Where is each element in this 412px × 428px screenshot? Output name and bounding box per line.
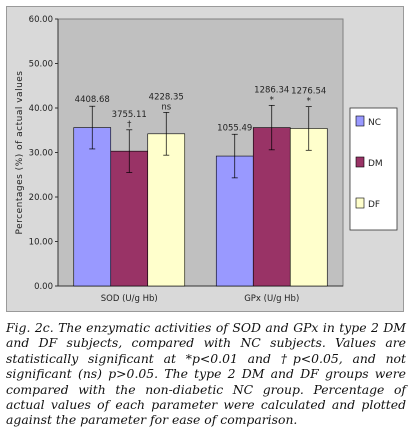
y-tick-label: 40.00 [29,104,53,114]
data-label: 3755.11 [112,110,147,120]
figure: 0.00 10.00 20.00 30.00 40.00 50.00 60.00 Percen… [6,6,406,427]
legend-swatch-dm [355,156,365,168]
data-label: 4228.35 [149,92,184,102]
x-category-label: GPx (U/g Hb) [244,294,299,304]
significance-mark: * [307,97,311,107]
chart-frame: 0.00 10.00 20.00 30.00 40.00 50.00 60.00 Percen… [6,6,404,312]
figure-caption: Fig. 2c. The enzymatic activities of SOD… [6,320,406,428]
significance-mark: † [127,120,132,130]
bar-chart: 0.00 10.00 20.00 30.00 40.00 50.00 60.00 Percen… [15,15,398,304]
legend-label-nc: NC [368,118,381,128]
bar-dm [252,127,291,287]
legend-swatch-nc [355,115,365,127]
y-tick-label: 50.00 [29,60,53,70]
legend-label-dm: DM [368,159,383,169]
significance-mark: ns [161,102,171,112]
bar-df [147,133,186,287]
data-label: 1286.34 [254,85,289,95]
y-tick-label: 30.00 [29,149,53,159]
data-label: 1055.49 [217,123,252,133]
bar-dm [110,150,149,287]
y-tick-label: 0.00 [34,282,53,292]
legend-label-df: DF [368,200,380,210]
y-tick-label: 10.00 [29,238,53,248]
significance-mark: * [270,95,274,105]
y-axis-title: Percentages (%) of actual values [15,71,25,235]
y-tick-label: 60.00 [29,15,53,25]
data-label: 1276.54 [291,87,326,97]
bar-nc [73,127,112,287]
data-label: 4408.68 [75,95,110,105]
y-tick-label: 20.00 [29,193,53,203]
bar-df [289,128,328,287]
legend-swatch-df [355,197,365,209]
legend-box [349,107,398,231]
x-category-label: SOD (U/g Hb) [101,294,158,304]
